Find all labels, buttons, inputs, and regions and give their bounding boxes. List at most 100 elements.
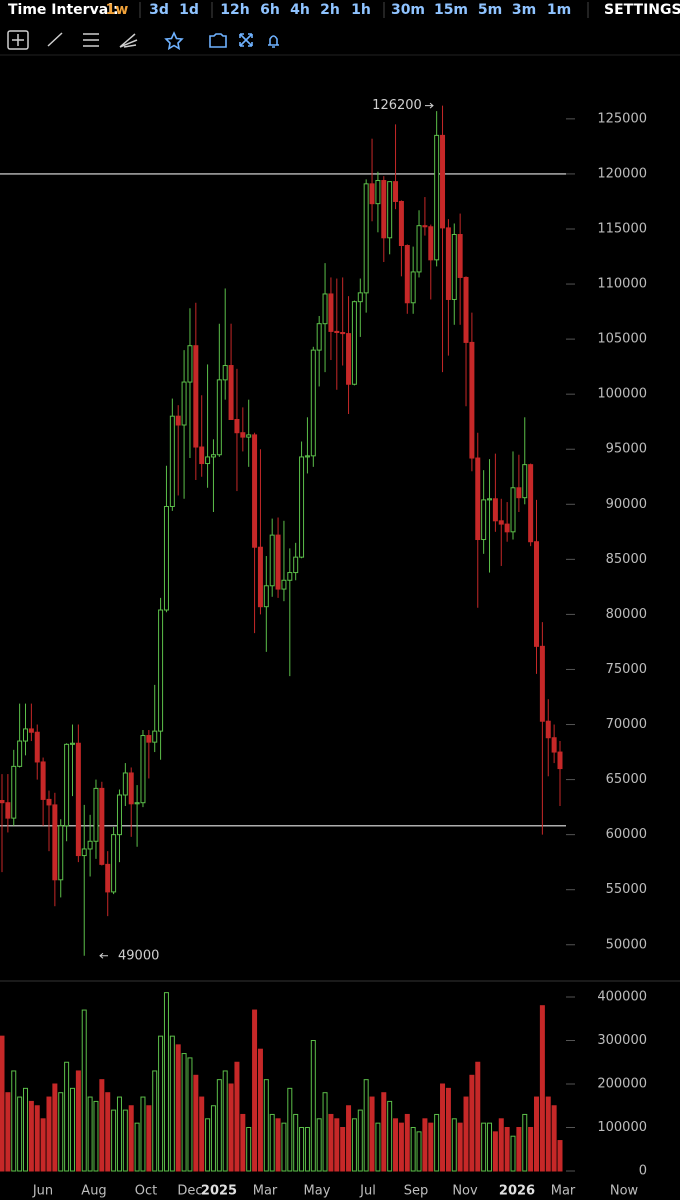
candle-body <box>369 183 375 205</box>
interval-button[interactable]: 1d <box>179 2 199 18</box>
candle-body <box>128 772 134 805</box>
candle-body <box>346 333 352 385</box>
candle-body <box>40 761 46 800</box>
interval-button[interactable]: 4h <box>290 2 310 18</box>
candle-body <box>304 455 310 458</box>
candle-body <box>404 245 410 304</box>
candle-body <box>87 840 93 850</box>
volume-bar <box>181 1053 187 1172</box>
y-tick-label: 100000 <box>597 387 647 402</box>
volume-bar <box>492 1131 498 1172</box>
interval-button[interactable]: 12h <box>220 2 249 18</box>
volume-bar <box>234 1061 240 1172</box>
volume-bar <box>381 1092 387 1172</box>
screenshot-button[interactable] <box>209 33 227 48</box>
candle-body <box>28 728 34 733</box>
candle-body <box>357 292 363 303</box>
y-tick-label: 70000 <box>606 717 647 732</box>
volume-bar <box>246 1127 252 1172</box>
candle-body <box>152 730 158 743</box>
interval-button[interactable]: 30m <box>391 2 425 18</box>
volume-bar <box>522 1113 528 1172</box>
axes: 50000 55000 60000 65000 70000 75000 80000 85000… <box>0 111 647 1199</box>
interval-button[interactable]: 1m <box>547 2 571 18</box>
x-tick-label: Jun <box>32 1184 53 1199</box>
volume-bar <box>40 1118 46 1172</box>
candle-body <box>492 498 498 522</box>
alert-button[interactable] <box>268 35 279 48</box>
line-tool[interactable] <box>47 32 63 47</box>
x-tick-label: Oct <box>135 1184 157 1199</box>
candle-body <box>205 456 211 465</box>
x-tick-label: Dec <box>177 1184 202 1199</box>
volume-bar <box>64 1061 70 1172</box>
interval-button[interactable]: 3m <box>512 2 536 18</box>
interval-button[interactable]: 5m <box>478 2 502 18</box>
candle-body <box>387 181 393 239</box>
volume-bar <box>17 1096 23 1172</box>
fib-tool[interactable] <box>119 33 138 48</box>
volume-bar <box>205 1118 211 1172</box>
x-tick-label: Aug <box>81 1184 106 1199</box>
interval-button[interactable]: 3d <box>149 2 169 18</box>
favorite-button[interactable] <box>164 31 184 51</box>
candle-body <box>457 233 463 278</box>
y-tick-label: 110000 <box>597 277 647 292</box>
volume-bar <box>0 1035 5 1172</box>
volume-bar <box>369 1096 375 1172</box>
toolbar: Time Interval: 1w 3d 1d 12h 6h 4h 2h 1h 30m 15m 5m… <box>8 2 680 18</box>
fullscreen-button[interactable] <box>239 33 253 47</box>
volume-bar <box>193 1074 199 1172</box>
volume-bar <box>105 1092 111 1172</box>
volume-bar <box>551 1105 557 1172</box>
candle-body <box>451 233 457 300</box>
volume-bar <box>481 1122 487 1172</box>
candle-body <box>522 464 528 499</box>
x-tick-label: 2026 <box>499 1184 535 1199</box>
candle-body <box>469 341 475 459</box>
candle-body <box>416 225 422 273</box>
candles <box>0 105 563 956</box>
volume-bar <box>75 1070 81 1172</box>
candle-body <box>52 804 58 881</box>
candle-body <box>504 523 510 533</box>
volume-bar <box>328 1113 334 1172</box>
candle-body <box>445 227 451 300</box>
candle-body <box>75 742 81 857</box>
x-tick-label: Now <box>610 1184 639 1199</box>
candle-body <box>310 349 316 457</box>
crosshair-tool[interactable] <box>7 30 29 50</box>
candle-body <box>440 134 446 229</box>
volume-bar <box>416 1131 422 1172</box>
volume-bar <box>504 1127 510 1172</box>
candle-body <box>534 541 540 647</box>
y-tick-label: 75000 <box>606 662 647 677</box>
x-tick-label: Sep <box>404 1184 429 1199</box>
volume-bar <box>516 1127 522 1172</box>
candle-body <box>328 293 334 332</box>
interval-button[interactable]: 2h <box>320 2 340 18</box>
hline-tool[interactable] <box>83 33 99 47</box>
volume-bar <box>158 1035 164 1172</box>
candle-body <box>134 802 140 805</box>
volume-bar <box>28 1100 34 1172</box>
candle-body <box>116 794 122 836</box>
candle-body <box>64 743 70 827</box>
interval-button[interactable]: 6h <box>260 2 280 18</box>
volume-bar <box>410 1127 416 1172</box>
volume-bar <box>22 1087 28 1172</box>
candle-body <box>93 787 99 842</box>
candle-body <box>58 825 64 881</box>
candle-body <box>234 418 240 434</box>
interval-button[interactable]: 1h <box>351 2 371 18</box>
volume-bar <box>116 1096 122 1172</box>
volume-bar <box>34 1105 40 1172</box>
settings-button[interactable]: SETTINGS <box>604 2 680 18</box>
volume-bar <box>252 1009 258 1172</box>
candle-body <box>252 434 258 548</box>
candle-body <box>240 432 246 438</box>
interval-button[interactable]: 1w <box>106 2 129 18</box>
volume-bar <box>387 1100 393 1172</box>
interval-button[interactable]: 15m <box>434 2 468 18</box>
volume-bar <box>475 1061 481 1172</box>
